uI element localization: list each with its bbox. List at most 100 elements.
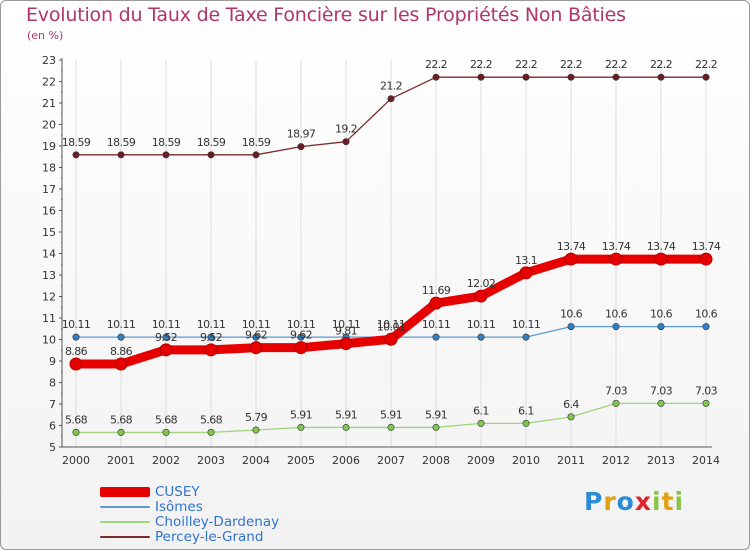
- x-tick-label: 2004: [242, 454, 270, 467]
- logo-letter: i: [652, 487, 662, 516]
- data-point-cusey: [699, 252, 713, 266]
- data-label-percey-le-grand: 18.59: [197, 136, 226, 149]
- data-point-choilley-dardenay: [522, 419, 530, 427]
- data-label-percey-le-grand: 18.59: [242, 136, 271, 149]
- data-point-cusey: [609, 252, 623, 266]
- y-tick-label: 11: [42, 312, 56, 325]
- y-tick-label: 5: [49, 441, 56, 454]
- data-label-choilley-dardenay: 7.03: [605, 384, 628, 397]
- data-label-choilley-dardenay: 7.03: [695, 384, 718, 397]
- data-point-cusey: [204, 343, 218, 357]
- data-point-cusey: [249, 341, 263, 355]
- data-label-cusey: 9.62: [290, 329, 312, 342]
- x-tick-label: 2003: [197, 454, 225, 467]
- legend-label: Percey-le-Grand: [155, 529, 264, 545]
- y-tick-label: 15: [42, 226, 56, 239]
- legend-label: Isômes: [155, 499, 203, 515]
- data-label-cusey: 9.52: [155, 331, 177, 344]
- data-point-percey-le-grand: [252, 151, 260, 159]
- data-point-percey-le-grand: [702, 73, 710, 81]
- y-tick-label: 22: [42, 76, 56, 89]
- data-point-choilley-dardenay: [342, 423, 350, 431]
- logo-letter: i: [674, 487, 685, 516]
- proxiti-logo: Proxiti: [584, 487, 684, 516]
- data-label-is-mes: 10.11: [332, 318, 361, 331]
- data-label-cusey: 9.62: [245, 329, 267, 342]
- data-point-is-mes: [162, 333, 170, 341]
- data-label-percey-le-grand: 18.97: [287, 128, 316, 141]
- logo-letter: P: [584, 487, 604, 516]
- x-tick-label: 2013: [647, 454, 675, 467]
- y-tick-label: 8: [49, 377, 56, 390]
- data-label-percey-le-grand: 22.2: [515, 58, 537, 71]
- data-label-is-mes: 10.11: [197, 318, 226, 331]
- data-point-cusey: [339, 337, 353, 351]
- data-point-cusey: [294, 341, 308, 355]
- logo-letter: t: [661, 487, 675, 516]
- y-tick-label: 23: [42, 54, 56, 67]
- data-label-cusey: 11.69: [422, 284, 451, 297]
- data-label-choilley-dardenay: 6.4: [563, 398, 579, 411]
- data-point-choilley-dardenay: [297, 423, 305, 431]
- data-point-choilley-dardenay: [657, 399, 665, 407]
- data-label-choilley-dardenay: 7.03: [650, 384, 673, 397]
- data-label-is-mes: 10.6: [695, 308, 718, 321]
- data-label-choilley-dardenay: 6.1: [473, 404, 489, 417]
- y-tick-label: 16: [42, 205, 56, 218]
- x-tick-label: 2012: [602, 454, 630, 467]
- data-label-is-mes: 10.11: [242, 318, 271, 331]
- data-label-is-mes: 10.11: [422, 318, 451, 331]
- y-tick-label: 17: [42, 183, 56, 196]
- legend-label: Choilley-Dardenay: [155, 514, 280, 530]
- y-axis-unit-label: (en %): [27, 29, 64, 42]
- data-point-is-mes: [252, 333, 260, 341]
- data-point-is-mes: [432, 333, 440, 341]
- data-point-choilley-dardenay: [477, 419, 485, 427]
- data-point-percey-le-grand: [117, 151, 125, 159]
- data-label-cusey: 13.74: [602, 240, 631, 253]
- data-label-is-mes: 10.11: [107, 318, 136, 331]
- data-point-choilley-dardenay: [432, 423, 440, 431]
- data-label-cusey: 8.86: [65, 345, 88, 358]
- data-label-percey-le-grand: 22.2: [605, 58, 627, 71]
- data-point-is-mes: [612, 323, 620, 331]
- data-label-choilley-dardenay: 6.1: [518, 404, 534, 417]
- data-label-percey-le-grand: 18.59: [107, 136, 136, 149]
- data-label-cusey: 13.74: [557, 240, 586, 253]
- data-points: [69, 73, 713, 436]
- data-label-percey-le-grand: 22.2: [425, 58, 447, 71]
- x-tick-label: 2002: [152, 454, 180, 467]
- data-label-percey-le-grand: 22.2: [470, 58, 492, 71]
- axes: 2000 2001 2002 2003 2004 2005 2006 2007 2008 2009…: [42, 54, 720, 467]
- data-label-percey-le-grand: 22.2: [650, 58, 672, 71]
- data-label-choilley-dardenay: 5.68: [200, 413, 223, 426]
- data-point-cusey: [69, 357, 83, 371]
- data-point-percey-le-grand: [72, 151, 80, 159]
- data-point-is-mes: [702, 323, 710, 331]
- data-label-is-mes: 10.11: [467, 318, 496, 331]
- chart-title: Evolution du Taux de Taxe Foncière sur l…: [26, 4, 626, 26]
- data-label-choilley-dardenay: 5.68: [110, 413, 133, 426]
- data-point-is-mes: [477, 333, 485, 341]
- data-label-cusey: 10.01: [377, 320, 406, 333]
- data-point-choilley-dardenay: [387, 423, 395, 431]
- y-tick-label: 18: [42, 162, 56, 175]
- data-point-is-mes: [72, 333, 80, 341]
- data-point-is-mes: [522, 333, 530, 341]
- data-point-is-mes: [207, 333, 215, 341]
- y-tick-label: 10: [42, 334, 56, 347]
- data-label-percey-le-grand: 22.2: [695, 58, 717, 71]
- data-point-cusey: [429, 296, 443, 310]
- data-point-cusey: [474, 289, 488, 303]
- x-tick-label: 2008: [422, 454, 450, 467]
- data-point-is-mes: [297, 333, 305, 341]
- y-tick-label: 7: [49, 398, 56, 411]
- x-tick-label: 2014: [692, 454, 720, 467]
- data-label-cusey: 9.52: [200, 331, 222, 344]
- data-point-choilley-dardenay: [567, 413, 575, 421]
- data-point-percey-le-grand: [162, 151, 170, 159]
- grid-lines: [75, 60, 707, 447]
- data-point-choilley-dardenay: [207, 428, 215, 436]
- data-label-cusey: 13.1: [515, 254, 537, 267]
